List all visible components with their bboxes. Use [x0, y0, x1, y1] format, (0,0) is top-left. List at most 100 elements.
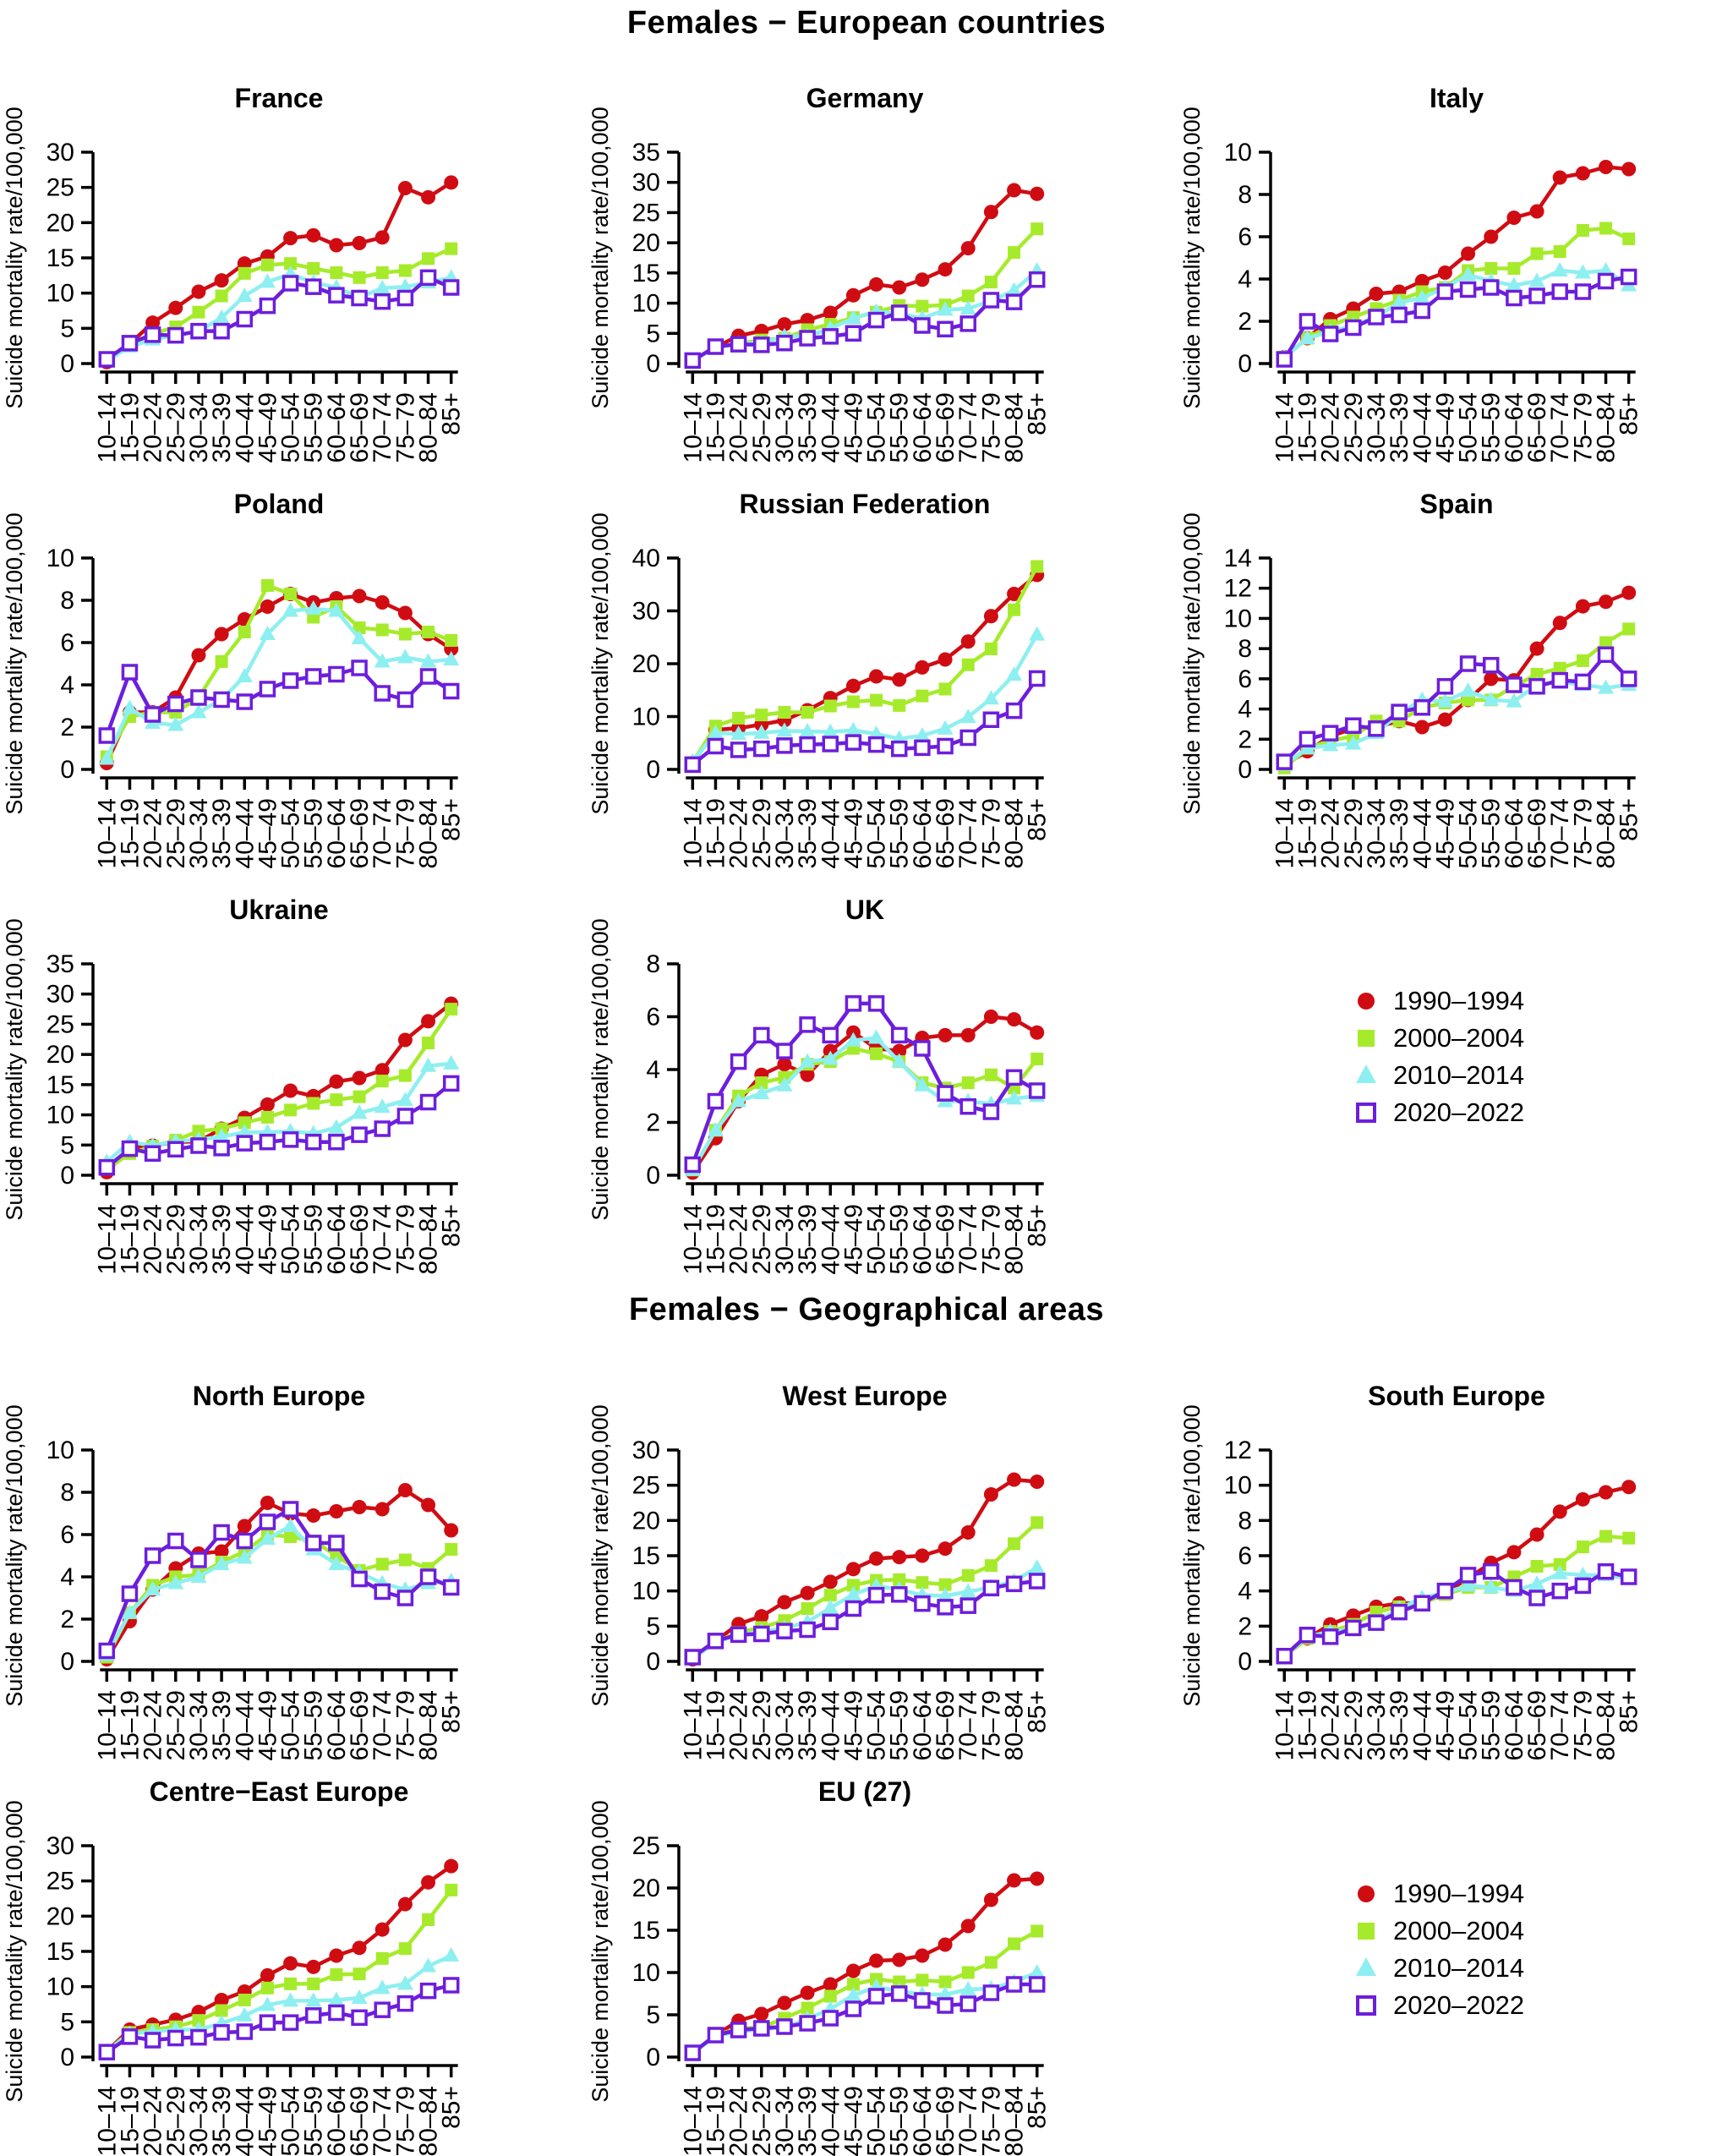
y-tick-label: 0 [60, 756, 74, 784]
data-point-marker [121, 1585, 139, 1602]
data-point-marker [845, 1585, 861, 1601]
y-tick-label: 0 [646, 350, 660, 378]
data-point-marker [776, 1622, 793, 1639]
data-point-marker [237, 1519, 252, 1534]
y-tick-label: 0 [646, 2044, 660, 2071]
data-point-marker [959, 729, 976, 747]
data-point-marker [753, 740, 770, 758]
series-line-1990–1994 [691, 1876, 1039, 2056]
x-tick-label: 60–64 [323, 798, 351, 868]
x-tick-label: 10–14 [93, 1204, 121, 1274]
data-point-marker [1028, 1573, 1046, 1590]
data-point-marker [845, 721, 861, 736]
data-point-marker [352, 236, 367, 250]
data-point-marker [238, 266, 251, 280]
x-tick-label: 65–69 [932, 392, 959, 462]
data-point-marker [282, 602, 299, 617]
data-point-marker [984, 1956, 998, 1969]
chart-panel-poland: Poland Suicide mortality rate/100,000 0 2 4 6… [2, 489, 466, 868]
y-tick-label: 0 [1238, 1648, 1252, 1676]
y-tick-label: 15 [632, 260, 660, 287]
data-point-marker [1620, 1568, 1637, 1585]
data-point-marker [753, 2020, 770, 2037]
data-point-marker [1622, 233, 1636, 245]
data-point-marker [707, 724, 724, 739]
x-tick-label: 20–24 [139, 392, 167, 462]
y-tick-label: 0 [1238, 756, 1252, 784]
data-point-marker [351, 630, 368, 644]
series-line-2020–2022 [105, 1983, 453, 2055]
data-point-marker [1008, 246, 1021, 260]
data-point-marker [730, 725, 747, 741]
series-markers-2020–2022 [98, 269, 460, 368]
data-point-marker [1506, 676, 1523, 693]
data-point-marker [1528, 678, 1545, 695]
x-tick-label: 85+ [1024, 1204, 1052, 1247]
data-point-marker [397, 1483, 413, 1497]
data-point-marker [801, 706, 814, 719]
data-point-marker [260, 1110, 274, 1124]
data-point-marker [236, 2023, 254, 2040]
data-point-marker [396, 1975, 413, 1990]
data-point-marker [353, 1967, 366, 1981]
series-line-2020–2022 [1282, 275, 1631, 362]
data-point-marker [445, 242, 458, 255]
data-point-marker [168, 300, 183, 315]
series-markers-1990–1994 [685, 1472, 1045, 1666]
data-point-marker [260, 1981, 274, 1995]
y-tick-label: 0 [1238, 350, 1252, 378]
x-tick-label: 60–64 [1501, 1690, 1528, 1760]
x-tick-label: 25–29 [162, 1690, 190, 1760]
data-point-marker [1028, 1976, 1046, 1993]
series-line-2020–2022 [105, 276, 453, 362]
data-point-marker [846, 1978, 860, 1991]
data-point-marker [982, 1579, 1000, 1597]
data-point-marker [422, 626, 435, 638]
x-tick-label: 75–79 [977, 2086, 1005, 2156]
data-point-marker [1529, 204, 1544, 219]
data-point-marker [984, 643, 998, 655]
data-point-marker [801, 1602, 814, 1615]
data-point-marker [1031, 560, 1044, 573]
series-markers-1990–1994 [99, 587, 459, 770]
series-line-1990–1994 [105, 592, 453, 765]
data-point-marker [1482, 657, 1500, 674]
data-point-marker [799, 1053, 816, 1068]
data-point-marker [190, 1551, 207, 1568]
data-point-marker [145, 1581, 161, 1595]
data-point-marker [305, 1992, 322, 2007]
data-point-marker [328, 665, 345, 683]
data-point-marker [351, 1989, 368, 2004]
data-point-marker [375, 1075, 389, 1088]
data-point-marker [444, 175, 459, 190]
data-point-marker [961, 1568, 975, 1582]
data-point-marker [420, 1057, 437, 1072]
x-tick-label: 40–44 [231, 2086, 259, 2156]
data-point-marker [1413, 302, 1431, 320]
data-point-marker [121, 664, 139, 681]
x-tick-label: 25–29 [748, 1204, 776, 1274]
data-point-marker [937, 320, 954, 338]
series-line-2010–2014 [105, 1061, 453, 1164]
x-tick-label: 85+ [438, 1204, 466, 1247]
legend-geographical-areas: 1990–1994 2000–2004 2010–2014 2020–2022 [1351, 1875, 1524, 2024]
data-point-marker [870, 1047, 883, 1060]
data-point-marker [1622, 622, 1636, 636]
data-point-marker [351, 289, 368, 307]
data-point-marker [1369, 287, 1384, 301]
y-axis-label: Suicide mortality rate/100,000 [588, 918, 613, 1220]
x-tick-label: 15–19 [1293, 392, 1321, 462]
data-point-marker [375, 1951, 389, 1965]
x-tick-label: 10–14 [93, 798, 121, 868]
data-point-marker [351, 1126, 368, 1143]
data-point-marker [121, 1140, 139, 1157]
x-tick-label: 70–74 [369, 1204, 396, 1274]
data-point-marker [1553, 245, 1566, 258]
x-tick-label: 80–84 [1001, 798, 1029, 868]
data-point-marker [167, 2029, 184, 2047]
x-tick-label: 50–54 [1455, 1690, 1483, 1760]
data-point-marker [1007, 1472, 1022, 1487]
data-point-marker [1599, 594, 1614, 610]
x-tick-label: 40–44 [1408, 798, 1436, 868]
data-point-marker [822, 736, 839, 752]
